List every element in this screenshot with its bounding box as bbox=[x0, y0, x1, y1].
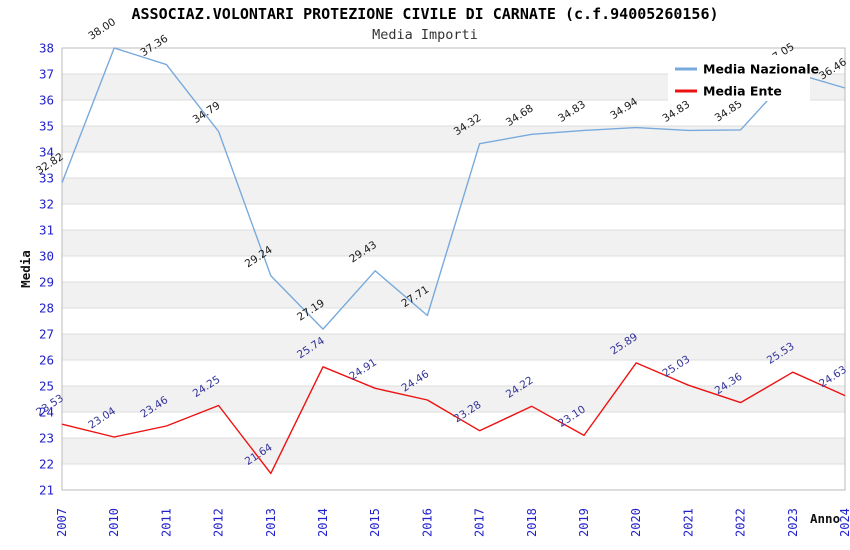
y-tick-label: 38 bbox=[39, 41, 54, 56]
band bbox=[62, 334, 845, 360]
band bbox=[62, 230, 845, 256]
x-tick-label: 2011 bbox=[159, 508, 173, 537]
x-axis-title: Anno bbox=[810, 511, 840, 526]
legend-label-media-nazionale: Media Nazionale bbox=[703, 62, 819, 77]
gridlines bbox=[62, 73, 845, 465]
y-tick-label: 25 bbox=[39, 379, 54, 394]
x-tick-label: 2017 bbox=[473, 508, 487, 537]
y-tick-label: 27 bbox=[39, 327, 54, 342]
value-label: 38.00 bbox=[86, 16, 118, 42]
series-line-media-ente bbox=[61, 362, 846, 475]
chart-title: ASSOCIAZ.VOLONTARI PROTEZIONE CIVILE DI … bbox=[131, 5, 719, 23]
y-tick-label: 37 bbox=[39, 67, 54, 82]
x-tick-label: 2020 bbox=[629, 508, 643, 537]
x-tick-label: 2019 bbox=[577, 508, 591, 537]
value-label: 34.85 bbox=[713, 98, 745, 124]
value-label: 34.83 bbox=[660, 98, 692, 124]
legend: Media Nazionale Media Ente bbox=[668, 55, 819, 101]
legend-box bbox=[668, 55, 810, 101]
band bbox=[62, 438, 845, 464]
y-tick-label: 33 bbox=[39, 171, 54, 186]
band bbox=[62, 178, 845, 204]
y-tick-label: 32 bbox=[39, 197, 54, 212]
band bbox=[62, 282, 845, 308]
x-tick-label: 2024 bbox=[838, 508, 850, 537]
series-line-media-nazionale bbox=[61, 47, 846, 330]
value-label: 34.79 bbox=[191, 100, 223, 126]
series-polyline bbox=[61, 362, 846, 475]
x-tick-label: 2007 bbox=[55, 508, 69, 537]
x-tick-label: 2010 bbox=[107, 508, 121, 537]
x-axis-title-text: Anno bbox=[810, 511, 840, 526]
y-axis-title: Media bbox=[18, 250, 33, 288]
y-tick-label: 31 bbox=[39, 223, 54, 238]
plot-border-rect bbox=[61, 47, 846, 491]
y-tick-label: 35 bbox=[39, 119, 54, 134]
y-tick-label: 30 bbox=[39, 249, 54, 264]
x-tick-label: 2023 bbox=[786, 508, 800, 537]
x-tick-label: 2014 bbox=[316, 508, 330, 537]
band bbox=[62, 386, 845, 412]
y-tick-label: 29 bbox=[39, 275, 54, 290]
y-tick-label: 23 bbox=[39, 431, 54, 446]
x-tick-label: 2022 bbox=[734, 508, 748, 537]
plot-bands bbox=[62, 74, 845, 464]
x-tick-label: 2016 bbox=[420, 508, 434, 537]
y-tick-label: 21 bbox=[39, 483, 54, 498]
series-polyline bbox=[61, 47, 846, 330]
y-tick-label: 36 bbox=[39, 93, 54, 108]
legend-label-media-ente: Media Ente bbox=[703, 84, 782, 99]
x-tick-label: 2021 bbox=[681, 508, 695, 537]
value-label: 37.36 bbox=[138, 33, 170, 60]
y-tick-label: 28 bbox=[39, 301, 54, 316]
chart-subtitle: Media Importi bbox=[372, 27, 478, 43]
x-tick-label: 2018 bbox=[525, 508, 539, 537]
value-label: 34.83 bbox=[556, 98, 588, 124]
y-axis-tick-labels: 21 22 23 24 25 26 27 28 29 30 31 32 33 34 35 36 37 38 bbox=[39, 41, 54, 498]
x-tick-label: 2013 bbox=[264, 508, 278, 537]
y-tick-label: 24 bbox=[39, 405, 54, 420]
x-axis-tick-labels: 2007 2010 2011 2012 2013 2014 2015 2016 2017 2018… bbox=[55, 508, 850, 537]
y-tick-label: 22 bbox=[39, 457, 54, 472]
y-axis-title-text: Media bbox=[18, 250, 33, 288]
value-label: 34.68 bbox=[504, 102, 536, 128]
y-tick-label: 26 bbox=[39, 353, 54, 368]
x-tick-label: 2015 bbox=[368, 508, 382, 537]
x-tick-label: 2012 bbox=[212, 508, 226, 537]
y-tick-label: 34 bbox=[39, 145, 54, 160]
plot-border bbox=[61, 47, 846, 491]
